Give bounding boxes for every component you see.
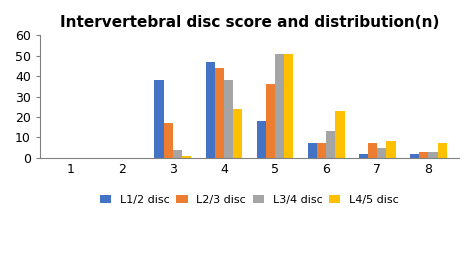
Title: Intervertebral disc score and distribution(n): Intervertebral disc score and distributi… (60, 15, 439, 30)
Bar (308, 143, 317, 158)
Bar (335, 111, 345, 158)
Bar (256, 121, 266, 158)
Bar (224, 80, 233, 158)
Bar (266, 84, 275, 158)
Bar (438, 143, 447, 158)
Bar (410, 154, 419, 158)
Bar (206, 62, 215, 158)
Bar (386, 141, 396, 158)
Legend: L1/2 disc, L2/3 disc, L3/4 disc, L4/5 disc: L1/2 disc, L2/3 disc, L3/4 disc, L4/5 di… (96, 190, 403, 209)
Bar (419, 151, 428, 158)
Bar (215, 68, 224, 158)
Bar (173, 150, 182, 158)
Bar (317, 143, 326, 158)
Bar (368, 143, 377, 158)
Bar (233, 109, 242, 158)
Bar (164, 123, 173, 158)
Bar (326, 131, 335, 158)
Bar (275, 54, 284, 158)
Bar (377, 147, 386, 158)
Bar (284, 54, 293, 158)
Bar (359, 154, 368, 158)
Bar (182, 156, 191, 158)
Bar (428, 151, 438, 158)
Bar (155, 80, 164, 158)
